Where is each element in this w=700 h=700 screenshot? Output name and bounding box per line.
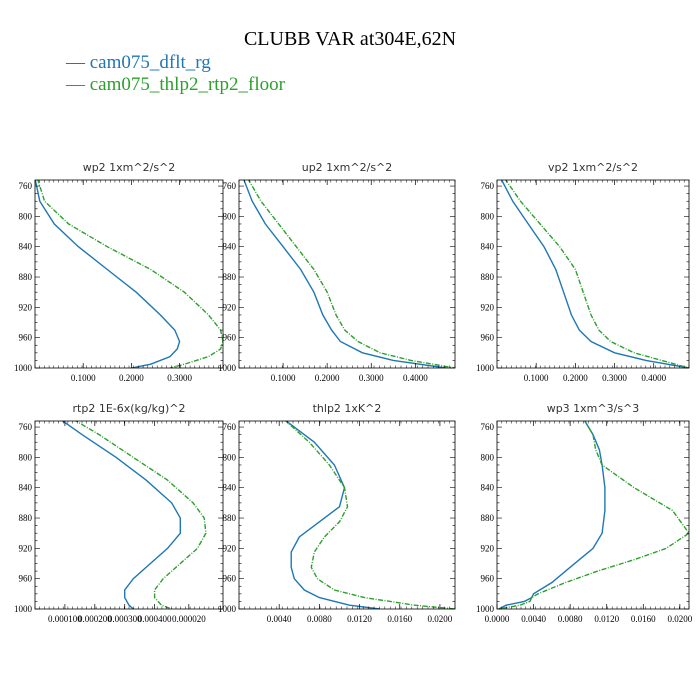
series-line-1-1 bbox=[247, 180, 455, 368]
x-tick-label-5-5: 0.0200 bbox=[667, 614, 692, 624]
y-tick-label-1-6: 1000 bbox=[218, 363, 237, 373]
y-tick-label-0-2: 840 bbox=[19, 242, 33, 252]
x-tick-label-0-1: 0.2000 bbox=[119, 373, 144, 383]
y-tick-label-4-0: 760 bbox=[223, 422, 237, 432]
y-tick-label-4-2: 840 bbox=[223, 483, 237, 493]
y-tick-label-1-1: 800 bbox=[223, 211, 237, 221]
panel-title-5: wp3 1xm^3/s^3 bbox=[547, 402, 640, 415]
y-tick-label-2-0: 760 bbox=[481, 181, 495, 191]
x-tick-label-1-2: 0.3000 bbox=[359, 373, 384, 383]
panel-title-3: rtp2 1E-6x(kg/kg)^2 bbox=[73, 402, 186, 415]
y-tick-label-1-0: 760 bbox=[223, 181, 237, 191]
x-tick-label-2-3: 0.4000 bbox=[641, 373, 666, 383]
y-tick-label-5-2: 840 bbox=[481, 483, 495, 493]
x-tick-label-5-1: 0.0040 bbox=[521, 614, 546, 624]
x-tick-label-4-3: 0.0160 bbox=[387, 614, 412, 624]
legend-label-dflt: cam075_dflt_rg bbox=[89, 52, 211, 73]
y-tick-label-1-5: 960 bbox=[223, 333, 237, 343]
panel-frame-5 bbox=[496, 420, 690, 610]
y-tick-label-0-0: 760 bbox=[19, 181, 33, 191]
series-line-2-1 bbox=[504, 180, 689, 368]
y-tick-label-0-6: 1000 bbox=[14, 363, 33, 373]
x-tick-label-3-3: 0.000400 bbox=[138, 614, 172, 624]
y-tick-label-3-1: 800 bbox=[19, 452, 33, 462]
panel-frame-3 bbox=[34, 420, 224, 610]
figure-title: CLUBB VAR at304E,62N bbox=[243, 28, 457, 50]
series-line-4-1 bbox=[284, 421, 455, 609]
y-tick-label-1-2: 840 bbox=[223, 242, 237, 252]
y-tick-label-4-4: 920 bbox=[223, 543, 237, 553]
x-tick-label-5-0: 0.0000 bbox=[485, 614, 510, 624]
x-tick-label-1-3: 0.4000 bbox=[403, 373, 428, 383]
x-tick-label-4-2: 0.0120 bbox=[347, 614, 372, 624]
y-tick-label-0-1: 800 bbox=[19, 211, 33, 221]
panel-frame-4 bbox=[238, 420, 456, 610]
y-tick-label-5-1: 800 bbox=[481, 452, 495, 462]
x-tick-label-1-1: 0.2000 bbox=[315, 373, 340, 383]
panel-title-1: up2 1xm^2/s^2 bbox=[302, 161, 393, 174]
x-tick-label-5-4: 0.0160 bbox=[631, 614, 656, 624]
legend-entry-dflt: — cam075_dflt_rg bbox=[66, 52, 211, 73]
series-line-5-1 bbox=[498, 421, 689, 609]
y-tick-label-2-4: 920 bbox=[481, 302, 495, 312]
x-tick-label-2-1: 0.2000 bbox=[563, 373, 588, 383]
series-line-5-0 bbox=[498, 421, 606, 609]
y-tick-label-4-5: 960 bbox=[223, 574, 237, 584]
x-tick-label-3-1: 0.000200 bbox=[78, 614, 112, 624]
x-tick-label-3-4: 0.000020 bbox=[172, 614, 206, 624]
y-tick-label-3-3: 880 bbox=[19, 513, 33, 523]
panel-frame-0 bbox=[34, 179, 224, 369]
y-tick-label-0-5: 960 bbox=[19, 333, 33, 343]
y-tick-label-2-1: 800 bbox=[481, 211, 495, 221]
y-tick-label-2-5: 960 bbox=[481, 333, 495, 343]
y-tick-label-5-0: 760 bbox=[481, 422, 495, 432]
y-tick-label-5-4: 920 bbox=[481, 543, 495, 553]
y-tick-label-1-3: 880 bbox=[223, 272, 237, 282]
x-tick-label-0-0: 0.1000 bbox=[71, 373, 96, 383]
x-tick-label-5-2: 0.0080 bbox=[558, 614, 583, 624]
y-tick-label-3-4: 920 bbox=[19, 543, 33, 553]
panel-title-0: wp2 1xm^2/s^2 bbox=[83, 161, 176, 174]
series-line-3-1 bbox=[74, 421, 207, 609]
x-tick-label-4-4: 0.0200 bbox=[428, 614, 453, 624]
y-tick-label-4-3: 880 bbox=[223, 513, 237, 523]
y-tick-label-2-6: 1000 bbox=[476, 363, 495, 373]
legend-label-floor: cam075_thlp2_rtp2_floor bbox=[89, 74, 285, 95]
legend-entry-floor: — cam075_thlp2_rtp2_floor bbox=[66, 74, 285, 95]
y-tick-label-1-4: 920 bbox=[223, 302, 237, 312]
y-tick-label-2-3: 880 bbox=[481, 272, 495, 282]
y-tick-label-5-3: 880 bbox=[481, 513, 495, 523]
series-line-1-0 bbox=[243, 180, 447, 368]
x-tick-label-1-0: 0.1000 bbox=[271, 373, 296, 383]
x-tick-label-0-2: 0.3000 bbox=[167, 373, 192, 383]
y-tick-label-3-5: 960 bbox=[19, 574, 33, 584]
y-tick-label-3-0: 760 bbox=[19, 422, 33, 432]
series-line-2-0 bbox=[500, 180, 689, 368]
y-tick-label-4-1: 800 bbox=[223, 452, 237, 462]
y-tick-label-2-2: 840 bbox=[481, 242, 495, 252]
panel-title-4: thlp2 1xK^2 bbox=[313, 402, 382, 415]
y-tick-label-3-2: 840 bbox=[19, 483, 33, 493]
panel-frame-1 bbox=[238, 179, 456, 369]
x-tick-label-2-2: 0.3000 bbox=[602, 373, 627, 383]
y-tick-label-0-3: 880 bbox=[19, 272, 33, 282]
x-tick-label-4-0: 0.0040 bbox=[267, 614, 292, 624]
x-tick-label-5-3: 0.0120 bbox=[594, 614, 619, 624]
series-line-0-0 bbox=[35, 180, 181, 368]
panel-title-2: vp2 1xm^2/s^2 bbox=[548, 161, 638, 174]
x-tick-label-4-1: 0.0080 bbox=[307, 614, 332, 624]
y-tick-label-5-5: 960 bbox=[481, 574, 495, 584]
series-line-3-0 bbox=[61, 421, 182, 609]
series-line-0-1 bbox=[37, 180, 223, 368]
y-tick-label-4-6: 1000 bbox=[218, 604, 237, 614]
x-tick-label-2-0: 0.1000 bbox=[524, 373, 549, 383]
y-tick-label-5-6: 1000 bbox=[476, 604, 495, 614]
y-tick-label-0-4: 920 bbox=[19, 302, 33, 312]
series-line-4-0 bbox=[285, 421, 380, 609]
x-tick-label-3-2: 0.000300 bbox=[108, 614, 142, 624]
x-tick-label-3-0: 0.000100 bbox=[48, 614, 82, 624]
y-tick-label-3-6: 1000 bbox=[14, 604, 33, 614]
